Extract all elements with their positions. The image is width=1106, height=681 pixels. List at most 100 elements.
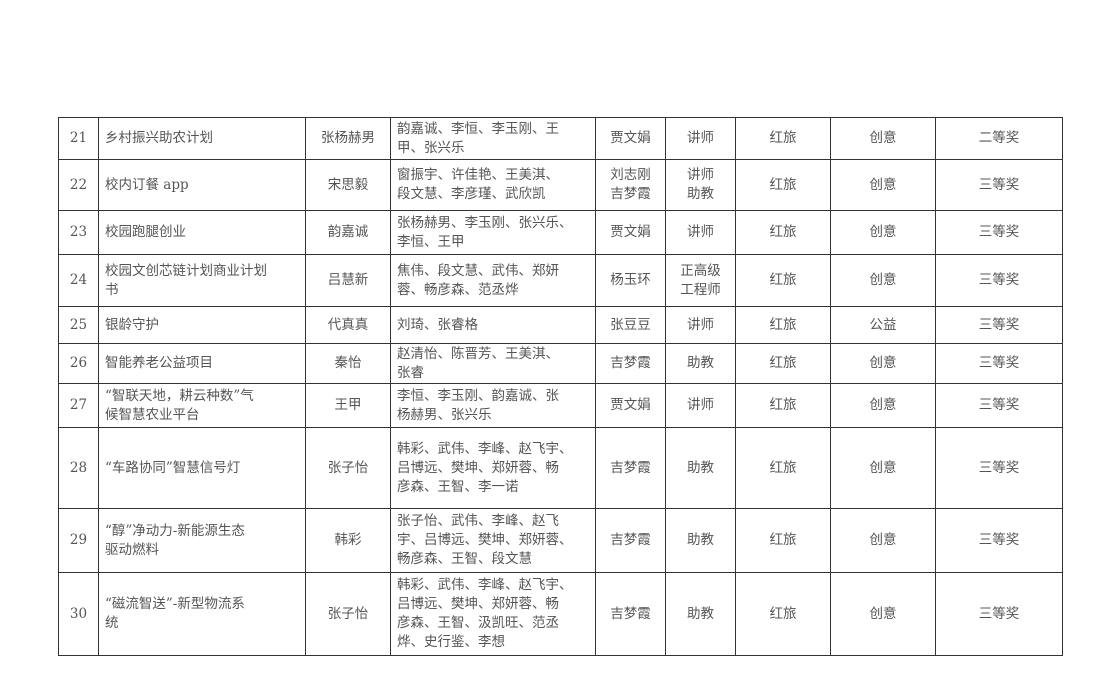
award-cell: 三等奖	[935, 572, 1063, 656]
advisor-cell: 刘志刚 吉梦霞	[595, 159, 666, 211]
team-leader-cell: 韩彩	[305, 508, 391, 573]
award-cell: 三等奖	[935, 427, 1063, 509]
team-members-cell: 韩彩、武伟、李峰、赵飞宇、 吕博远、樊坤、郑妍蓉、畅 彦森、王智、汲凯旺、范丞 …	[390, 572, 596, 656]
row-number-cell: 26	[58, 343, 99, 384]
team-leader-cell: 吕慧新	[305, 254, 391, 307]
advisor-title-cell: 助教	[665, 572, 736, 656]
team-members-cell: 焦伟、段文慧、武伟、郑妍 蓉、畅彦森、范丞烨	[390, 254, 596, 307]
advisor-cell: 吉梦霞	[595, 508, 666, 573]
team-members-cell: 窗振宇、许佳艳、王美淇、 段文慧、李彦瑾、武欣凯	[390, 159, 596, 211]
table-row: 28 “车路协同”智慧信号灯 张子怡 韩彩、武伟、李峰、赵飞宇、 吕博远、樊坤、郑妍蓉…	[58, 427, 1063, 509]
track-cell: 红旅	[735, 117, 831, 160]
row-number-cell: 22	[58, 159, 99, 211]
project-name-cell: 银龄守护	[98, 306, 306, 344]
category-cell: 创意	[830, 210, 936, 255]
category-cell: 创意	[830, 572, 936, 656]
advisor-title-cell: 讲师	[665, 306, 736, 344]
advisor-title-cell: 讲师	[665, 383, 736, 428]
team-leader-cell: 代真真	[305, 306, 391, 344]
advisor-cell: 吉梦霞	[595, 427, 666, 509]
advisor-title-cell: 助教	[665, 427, 736, 509]
award-cell: 二等奖	[935, 117, 1063, 160]
row-number-cell: 27	[58, 383, 99, 428]
team-members-cell: 刘琦、张睿格	[390, 306, 596, 344]
track-cell: 红旅	[735, 427, 831, 509]
award-cell: 三等奖	[935, 306, 1063, 344]
project-name-cell: “车路协同”智慧信号灯	[98, 427, 306, 509]
team-members-cell: 赵清怡、陈晋芳、王美淇、 张睿	[390, 343, 596, 384]
row-number-cell: 29	[58, 508, 99, 573]
award-cell: 三等奖	[935, 508, 1063, 573]
team-members-cell: 李恒、李玉刚、韵嘉诚、张 杨赫男、张兴乐	[390, 383, 596, 428]
track-cell: 红旅	[735, 343, 831, 384]
track-cell: 红旅	[735, 572, 831, 656]
team-leader-cell: 张子怡	[305, 572, 391, 656]
category-cell: 创意	[830, 383, 936, 428]
category-cell: 创意	[830, 159, 936, 211]
team-members-cell: 张子怡、武伟、李峰、赵飞 宇、吕博远、樊坤、郑妍蓉、 畅彦森、王智、段文慧	[390, 508, 596, 573]
row-number-cell: 28	[58, 427, 99, 509]
advisor-cell: 吉梦霞	[595, 572, 666, 656]
table-row: 25 银龄守护 代真真 刘琦、张睿格 张豆豆 讲师 红旅 公益 三等奖	[58, 306, 1063, 344]
table-row: 22 校内订餐 app 宋思毅 窗振宇、许佳艳、王美淇、 段文慧、李彦瑾、武欣凯 刘志刚…	[58, 159, 1063, 211]
table-row: 27 “智联天地，耕云种数”气 候智慧农业平台 王甲 李恒、李玉刚、韵嘉诚、张 杨赫男…	[58, 383, 1063, 428]
advisor-cell: 贾文娟	[595, 383, 666, 428]
row-number-cell: 23	[58, 210, 99, 255]
track-cell: 红旅	[735, 508, 831, 573]
track-cell: 红旅	[735, 383, 831, 428]
row-number-cell: 21	[58, 117, 99, 160]
table-row: 29 “醇”净动力-新能源生态 驱动燃料 韩彩 张子怡、武伟、李峰、赵飞 宇、吕博远、…	[58, 508, 1063, 573]
award-cell: 三等奖	[935, 210, 1063, 255]
advisor-title-cell: 助教	[665, 508, 736, 573]
row-number-cell: 30	[58, 572, 99, 656]
project-name-cell: “磁流智送”-新型物流系 统	[98, 572, 306, 656]
award-cell: 三等奖	[935, 383, 1063, 428]
advisor-title-cell: 正高级 工程师	[665, 254, 736, 307]
project-name-cell: 乡村振兴助农计划	[98, 117, 306, 160]
team-leader-cell: 秦怡	[305, 343, 391, 384]
table-row: 24 校园文创芯链计划商业计划 书吕慧新 焦伟、段文慧、武伟、郑妍 蓉、畅彦森、范丞…	[58, 254, 1063, 307]
award-cell: 三等奖	[935, 254, 1063, 307]
advisor-title-cell: 助教	[665, 343, 736, 384]
table-body: 21 乡村振兴助农计划 张杨赫男 韵嘉诚、李恒、李玉刚、王 甲、张兴乐 贾文娟 讲师 红旅创…	[58, 117, 1063, 656]
table-row: 21 乡村振兴助农计划 张杨赫男 韵嘉诚、李恒、李玉刚、王 甲、张兴乐 贾文娟 讲师 红旅创…	[58, 117, 1063, 160]
team-leader-cell: 韵嘉诚	[305, 210, 391, 255]
project-name-cell: 校园跑腿创业	[98, 210, 306, 255]
advisor-cell: 贾文娟	[595, 117, 666, 160]
advisor-title-cell: 讲师	[665, 210, 736, 255]
project-name-cell: “智联天地，耕云种数”气 候智慧农业平台	[98, 383, 306, 428]
advisor-title-cell: 讲师 助教	[665, 159, 736, 211]
award-cell: 三等奖	[935, 159, 1063, 211]
team-leader-cell: 张子怡	[305, 427, 391, 509]
team-leader-cell: 宋思毅	[305, 159, 391, 211]
team-members-cell: 韩彩、武伟、李峰、赵飞宇、 吕博远、樊坤、郑妍蓉、畅 彦森、王智、李一诺	[390, 427, 596, 509]
category-cell: 创意	[830, 343, 936, 384]
category-cell: 创意	[830, 117, 936, 160]
row-number-cell: 25	[58, 306, 99, 344]
category-cell: 创意	[830, 508, 936, 573]
advisor-title-cell: 讲师	[665, 117, 736, 160]
category-cell: 公益	[830, 306, 936, 344]
table-row: 30 “磁流智送”-新型物流系 统张子怡 韩彩、武伟、李峰、赵飞宇、 吕博远、樊坤、…	[58, 572, 1063, 656]
project-name-cell: “醇”净动力-新能源生态 驱动燃料	[98, 508, 306, 573]
row-number-cell: 24	[58, 254, 99, 307]
track-cell: 红旅	[735, 159, 831, 211]
table-row: 26 智能养老公益项目 秦怡 赵清怡、陈晋芳、王美淇、 张睿 吉梦霞 助教 红旅 创意 三等奖	[58, 343, 1063, 384]
team-leader-cell: 张杨赫男	[305, 117, 391, 160]
team-members-cell: 张杨赫男、李玉刚、张兴乐、 李恒、王甲	[390, 210, 596, 255]
track-cell: 红旅	[735, 306, 831, 344]
award-cell: 三等奖	[935, 343, 1063, 384]
team-members-cell: 韵嘉诚、李恒、李玉刚、王 甲、张兴乐	[390, 117, 596, 160]
category-cell: 创意	[830, 427, 936, 509]
track-cell: 红旅	[735, 254, 831, 307]
advisor-cell: 杨玉环	[595, 254, 666, 307]
project-name-cell: 校内订餐 app	[98, 159, 306, 211]
track-cell: 红旅	[735, 210, 831, 255]
advisor-cell: 张豆豆	[595, 306, 666, 344]
category-cell: 创意	[830, 254, 936, 307]
team-leader-cell: 王甲	[305, 383, 391, 428]
table-row: 23 校园跑腿创业 韵嘉诚 张杨赫男、李玉刚、张兴乐、 李恒、王甲 贾文娟 讲师 红旅 创意三…	[58, 210, 1063, 255]
advisor-cell: 贾文娟	[595, 210, 666, 255]
project-name-cell: 校园文创芯链计划商业计划 书	[98, 254, 306, 307]
project-name-cell: 智能养老公益项目	[98, 343, 306, 384]
